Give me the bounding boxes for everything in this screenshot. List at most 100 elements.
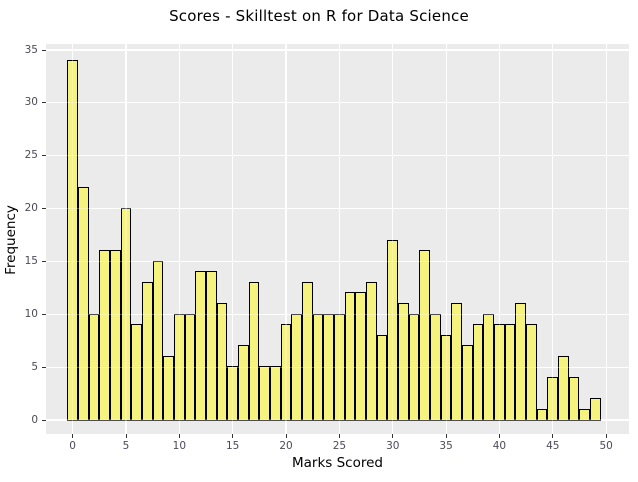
h-gridline [46, 260, 629, 263]
x-tick-label: 5 [122, 440, 130, 452]
histogram-bar [238, 345, 249, 422]
x-axis-title: Marks Scored [46, 455, 629, 471]
histogram-bar [216, 302, 228, 422]
x-tick-mark [605, 434, 607, 438]
histogram-bar [109, 250, 121, 422]
h-gridline-overlay [46, 102, 629, 104]
v-gridline [338, 44, 340, 434]
histogram-bar [280, 324, 292, 422]
histogram-bar [387, 239, 399, 422]
histogram-bar [355, 292, 367, 422]
h-gridline-overlay [46, 419, 629, 421]
v-gridline-overlay [72, 44, 74, 434]
histogram-bar [88, 313, 100, 422]
x-tick-label: 0 [69, 440, 76, 452]
v-gridline [605, 44, 607, 434]
y-tick-label: 5 [31, 360, 38, 373]
h-gridline-overlay [46, 313, 629, 315]
histogram-bar [131, 324, 142, 422]
histogram-bar [419, 250, 431, 422]
v-gridline [445, 44, 447, 434]
x-tick-mark [232, 434, 234, 438]
y-tick-label: 30 [24, 96, 38, 109]
v-gridline-overlay [498, 44, 501, 434]
histogram-bar [163, 355, 174, 422]
y-tick-label: 25 [24, 149, 38, 162]
histogram-bar [248, 281, 260, 422]
v-gridline [285, 44, 287, 434]
x-tick-mark [392, 434, 394, 438]
x-tick-label: 45 [546, 440, 560, 452]
histogram-bar [547, 376, 559, 422]
histogram-bar [430, 313, 441, 422]
histogram-bar [568, 376, 580, 422]
histogram-bar [462, 345, 473, 422]
histogram-bar [398, 302, 409, 422]
histogram-bar [152, 260, 164, 422]
x-tick-mark [498, 434, 500, 438]
h-gridline-overlay [46, 155, 629, 157]
histogram-bar [259, 366, 271, 422]
y-tick-mark [42, 313, 46, 315]
x-axis-title-text: Marks Scored [292, 455, 383, 471]
y-tick-mark [42, 419, 46, 421]
histogram-bar [120, 207, 132, 422]
h-gridline-overlay [46, 207, 629, 210]
v-gridline-overlay [125, 44, 127, 434]
v-gridline-overlay [285, 44, 287, 434]
h-gridline [46, 207, 629, 210]
v-gridline [552, 44, 554, 434]
x-tick-mark [72, 434, 74, 438]
y-tick-mark [42, 102, 46, 104]
histogram-bar [291, 313, 303, 422]
h-gridline-overlay [46, 49, 629, 51]
histogram-bar [67, 59, 78, 422]
histogram-bar [334, 313, 345, 422]
x-tick-label: 30 [386, 440, 400, 452]
histogram-bar [494, 324, 505, 422]
v-gridline [498, 44, 501, 434]
h-gridline [46, 49, 629, 51]
x-tick-mark [338, 434, 340, 438]
y-tick-label: 20 [24, 202, 38, 215]
histogram-bar [312, 313, 324, 422]
histogram-bar [174, 313, 185, 422]
y-tick-label: 10 [24, 307, 38, 320]
histogram-bar [77, 186, 89, 422]
histogram-bar [184, 313, 196, 422]
histogram-bar [344, 292, 356, 422]
y-tick-label: 35 [24, 43, 38, 56]
histogram-bar [323, 313, 335, 422]
histogram-bar [270, 366, 281, 422]
histogram-bar [440, 334, 452, 422]
y-tick-label: 0 [31, 413, 38, 426]
v-gridline [392, 44, 394, 434]
histogram-bar [558, 355, 569, 422]
x-tick-label: 40 [492, 440, 507, 452]
histogram-bar [590, 398, 601, 422]
y-tick-mark [42, 49, 46, 51]
histogram-bar [483, 313, 495, 422]
v-gridline-overlay [178, 44, 180, 434]
y-tick-mark [42, 260, 46, 262]
v-gridline [232, 44, 234, 434]
v-gridline-overlay [338, 44, 340, 434]
plot-panel: 0 5 10 15 20 25 30 35 40 45 50 0 5 10 15 20 25 30 35 [25, 44, 629, 452]
v-gridline-overlay [552, 44, 554, 434]
y-tick-label: 15 [24, 254, 38, 267]
v-gridline-overlay [445, 44, 447, 434]
y-tick-mark [42, 155, 46, 157]
histogram-bar [536, 408, 548, 422]
histogram-bar [302, 281, 313, 422]
x-tick-mark [125, 434, 127, 438]
v-gridline-overlay [605, 44, 607, 434]
x-tick-label: 35 [439, 440, 453, 452]
x-tick-mark [445, 434, 447, 438]
h-gridline-overlay [46, 366, 629, 368]
histogram-bar [142, 281, 153, 422]
x-tick-label: 10 [172, 440, 187, 452]
histogram-bar [195, 271, 206, 422]
histogram-bar [451, 302, 463, 422]
x-tick-mark [285, 434, 287, 438]
